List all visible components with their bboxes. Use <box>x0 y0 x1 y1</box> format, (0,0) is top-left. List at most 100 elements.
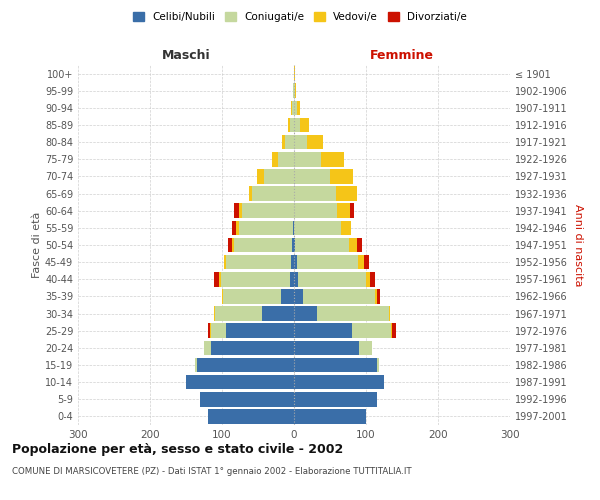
Bar <box>232 220 236 235</box>
Bar <box>294 204 337 218</box>
Bar <box>197 358 294 372</box>
Bar <box>194 358 197 372</box>
Bar <box>364 255 369 270</box>
Bar <box>234 238 292 252</box>
Bar <box>257 169 264 184</box>
Bar <box>294 238 295 252</box>
Bar <box>239 220 293 235</box>
Bar <box>293 84 294 98</box>
Bar <box>211 340 294 355</box>
Bar <box>359 340 372 355</box>
Bar <box>358 255 364 270</box>
Bar <box>278 152 294 166</box>
Bar <box>221 272 290 286</box>
Bar <box>294 392 377 406</box>
Bar <box>250 186 252 201</box>
Text: Femmine: Femmine <box>370 48 434 62</box>
Bar <box>294 169 330 184</box>
Bar <box>374 289 377 304</box>
Bar <box>204 340 211 355</box>
Bar <box>186 375 294 390</box>
Bar <box>224 255 226 270</box>
Bar <box>211 324 226 338</box>
Bar <box>223 289 281 304</box>
Bar <box>322 152 344 166</box>
Bar <box>233 204 239 218</box>
Bar <box>336 186 358 201</box>
Bar <box>297 255 358 270</box>
Bar <box>226 255 291 270</box>
Bar <box>294 306 317 321</box>
Bar <box>226 324 294 338</box>
Bar <box>389 306 391 321</box>
Bar <box>208 409 294 424</box>
Bar <box>392 324 395 338</box>
Bar <box>242 204 294 218</box>
Bar <box>300 118 309 132</box>
Bar <box>208 324 211 338</box>
Bar <box>215 306 262 321</box>
Bar <box>294 135 307 150</box>
Text: Popolazione per età, sesso e stato civile - 2002: Popolazione per età, sesso e stato civil… <box>12 442 343 456</box>
Bar <box>293 220 294 235</box>
Bar <box>294 409 366 424</box>
Bar <box>330 169 353 184</box>
Bar <box>294 255 297 270</box>
Bar <box>294 340 359 355</box>
Bar <box>292 238 294 252</box>
Bar <box>290 118 294 132</box>
Bar <box>287 118 290 132</box>
Bar <box>236 220 239 235</box>
Bar <box>262 306 294 321</box>
Bar <box>294 100 297 115</box>
Bar <box>294 358 377 372</box>
Bar <box>302 289 374 304</box>
Bar <box>366 272 370 286</box>
Bar <box>377 289 380 304</box>
Bar <box>272 152 278 166</box>
Bar <box>298 272 366 286</box>
Bar <box>294 220 341 235</box>
Bar <box>294 66 295 81</box>
Bar <box>229 238 232 252</box>
Y-axis label: Fasce di età: Fasce di età <box>32 212 42 278</box>
Bar <box>222 289 223 304</box>
Bar <box>291 255 294 270</box>
Bar <box>214 272 219 286</box>
Bar <box>281 289 294 304</box>
Text: COMUNE DI MARSICOVETERE (PZ) - Dati ISTAT 1° gennaio 2002 - Elaborazione TUTTITA: COMUNE DI MARSICOVETERE (PZ) - Dati ISTA… <box>12 468 412 476</box>
Bar <box>232 238 234 252</box>
Bar <box>264 169 294 184</box>
Bar <box>294 289 302 304</box>
Bar <box>341 220 351 235</box>
Bar <box>291 100 292 115</box>
Bar <box>356 238 362 252</box>
Bar <box>282 135 286 150</box>
Bar <box>337 204 350 218</box>
Bar <box>252 186 294 201</box>
Bar <box>286 135 294 150</box>
Bar <box>219 272 221 286</box>
Bar <box>295 238 349 252</box>
Bar <box>239 204 242 218</box>
Bar <box>214 306 215 321</box>
Bar <box>391 324 392 338</box>
Bar <box>294 324 352 338</box>
Bar <box>294 375 384 390</box>
Bar <box>307 135 323 150</box>
Bar <box>294 118 300 132</box>
Bar <box>290 272 294 286</box>
Y-axis label: Anni di nascita: Anni di nascita <box>573 204 583 286</box>
Bar <box>294 152 322 166</box>
Bar <box>352 324 391 338</box>
Bar <box>350 204 354 218</box>
Bar <box>292 100 294 115</box>
Text: Maschi: Maschi <box>161 48 211 62</box>
Bar <box>377 358 379 372</box>
Bar <box>294 186 336 201</box>
Bar <box>317 306 389 321</box>
Bar <box>294 84 295 98</box>
Bar <box>200 392 294 406</box>
Bar <box>295 84 296 98</box>
Bar <box>294 272 298 286</box>
